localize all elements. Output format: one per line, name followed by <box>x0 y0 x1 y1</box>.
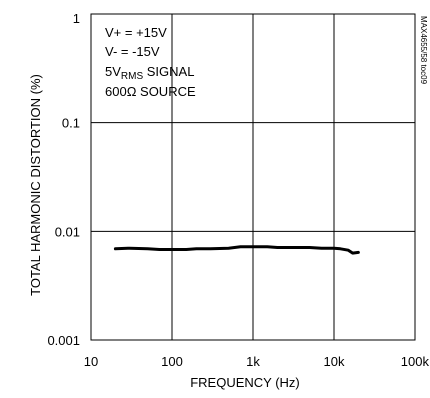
y-tick-label-0: 1 <box>73 11 80 26</box>
y-tick-label-2: 0.01 <box>55 224 80 239</box>
plot-frame <box>90 13 416 341</box>
y-tick-label-1: 0.1 <box>62 116 80 131</box>
x-tick-label-2: 1k <box>246 354 260 369</box>
x-tick-labels: 10 100 1k 10k 100k <box>84 354 430 369</box>
x-tick-label-1: 100 <box>161 354 183 369</box>
y-tick-labels: 1 0.1 0.01 0.001 <box>47 11 80 348</box>
thd-series-line <box>113 245 360 255</box>
figure-code: MAX4655/58 toc09 <box>419 16 428 85</box>
conditions-annotation: V+ = +15V V- = -15V 5VRMS SIGNAL 600Ω SO… <box>105 25 196 99</box>
annotation-source: 600Ω SOURCE <box>105 84 196 99</box>
annotation-vminus: V- = -15V <box>105 44 160 59</box>
x-tick-label-3: 10k <box>324 354 345 369</box>
annotation-signal-prefix: 5V <box>105 64 121 79</box>
annotation-signal-suffix: SIGNAL <box>143 64 194 79</box>
grid-lines <box>90 13 416 341</box>
x-axis-label: FREQUENCY (Hz) <box>190 375 300 390</box>
y-tick-label-3: 0.001 <box>47 333 80 348</box>
y-axis-label: TOTAL HARMONIC DISTORTION (%) <box>28 74 43 296</box>
annotation-signal: 5VRMS SIGNAL <box>105 64 194 82</box>
annotation-vplus: V+ = +15V <box>105 25 167 40</box>
x-tick-label-4: 100k <box>401 354 430 369</box>
x-tick-label-0: 10 <box>84 354 98 369</box>
annotation-signal-sub: RMS <box>121 71 144 82</box>
